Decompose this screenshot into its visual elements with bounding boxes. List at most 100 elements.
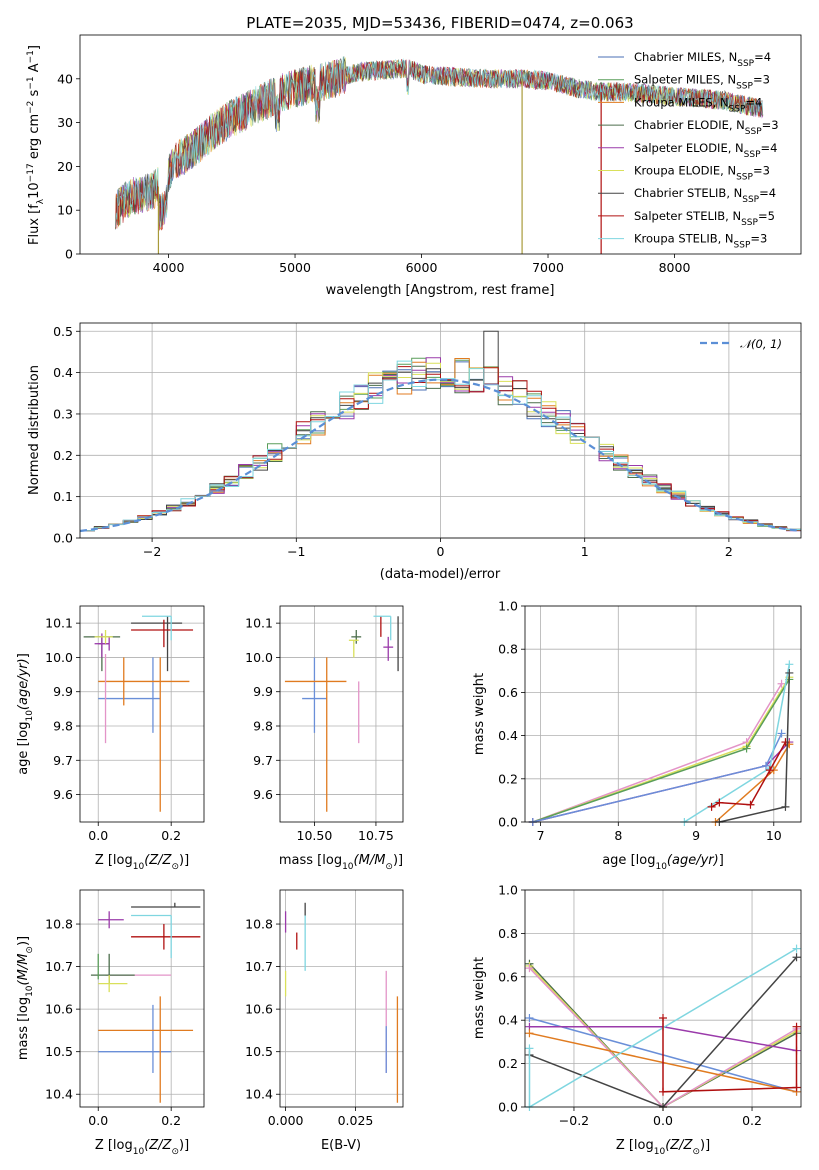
spectrum-xtick-label: 5000 xyxy=(279,260,311,275)
age-mass-xtick-label: 10.50 xyxy=(297,828,333,843)
weight-z-ytick-label: 0.2 xyxy=(498,1056,518,1071)
weight-z-xlabel-part: ⊙ xyxy=(692,1147,700,1157)
legend-label-3-part: SSP xyxy=(745,127,762,137)
age-z-point-6 xyxy=(98,636,110,651)
mass-z-ytick-label: 10.8 xyxy=(45,917,73,932)
mass-ebv-frame xyxy=(279,889,404,1108)
weight-age-ylabel: mass weight xyxy=(472,673,487,755)
weight-z-marker xyxy=(792,944,801,953)
spectrum-title: PLATE=2035, MJD=53436, FIBERID=0474, z=0… xyxy=(246,14,633,32)
mass-z-ylabel-part: ⊙ xyxy=(25,946,35,954)
age-mass-ytick-label: 9.7 xyxy=(253,753,273,768)
weight-age-marker xyxy=(777,679,786,688)
age-mass-ytick-label: 9.6 xyxy=(253,787,273,802)
mass-z-frame xyxy=(79,889,205,1108)
residual-ylabel: Normed distribution xyxy=(27,365,42,495)
weight-age-ytick-label: 0.8 xyxy=(498,642,518,657)
mass-ebv-ytick-label: 10.7 xyxy=(245,959,273,974)
age-mass-ytick-label: 10.1 xyxy=(245,616,273,631)
age-mass-frame xyxy=(279,605,404,823)
weight-z-axes xyxy=(521,889,801,1111)
age-mass-xlabel-part: 10 xyxy=(342,862,354,872)
weight-z-marker xyxy=(659,1087,667,1096)
mass-ebv-ytick-label: 10.8 xyxy=(245,917,273,932)
weight-age-marker xyxy=(781,802,790,811)
residual-xtick-label: 0 xyxy=(437,544,445,559)
mass-z-point-1 xyxy=(98,996,194,1103)
mass-ebv-ytick-label: 10.5 xyxy=(245,1044,273,1059)
legend-label-1-part: SSP xyxy=(736,82,753,92)
mass-ebv-xtick-label: 0.025 xyxy=(338,1113,374,1128)
mass-z-axes xyxy=(76,890,204,1111)
weight-age-xtick-label: 8 xyxy=(614,828,622,843)
weight-z-ylabel: mass weight xyxy=(472,957,487,1039)
age-mass-point-5 xyxy=(348,639,359,658)
weight-z-xlabel-part: )] xyxy=(700,1138,710,1153)
legend-label-0: Chabrier MILES, NSSP=4 xyxy=(634,50,771,69)
age-z-ytick-label: 10.0 xyxy=(45,650,73,665)
age-mass-xlabel-part: (M/M xyxy=(354,853,386,868)
spectrum-ylabel-part: Flux [f xyxy=(27,204,42,245)
weight-age-xlabel: age [log10(age/yr)] xyxy=(602,853,724,872)
mass-z-xtick-label: 0.0 xyxy=(88,1113,108,1128)
age-mass-point-4 xyxy=(383,636,394,661)
weight-z-ytick-label: 0.6 xyxy=(498,969,518,984)
age-mass-ytick-label: 9.9 xyxy=(253,684,273,699)
legend-label-0-part: =4 xyxy=(754,50,771,64)
legend-label-4-part: SSP xyxy=(744,150,761,160)
spectrum-line-8 xyxy=(115,56,764,228)
weight-age-marker xyxy=(777,729,786,738)
age-mass-axes xyxy=(276,606,403,826)
age-mass-xlabel-part: )] xyxy=(393,853,403,868)
age-z-ylabel-part: (age/yr) xyxy=(16,658,31,710)
weight-age-marker xyxy=(715,798,724,807)
legend-label-3-part: =3 xyxy=(762,118,779,132)
weight-z-xtick-label: 0.0 xyxy=(653,1113,673,1128)
residual-frame xyxy=(79,322,802,539)
spectrum-ylabel-part: −1 xyxy=(26,50,36,63)
weight-age-marker xyxy=(785,660,794,669)
weight-z-xtick-label: 0.2 xyxy=(742,1113,762,1128)
age-z-xlabel-part: 10 xyxy=(133,862,145,872)
legend-label-6-part: SSP xyxy=(742,195,759,205)
mass-z-xlabel-part: (Z/Z xyxy=(144,1138,172,1153)
legend-label-2-part: =4 xyxy=(745,95,762,109)
legend-label-8-part: SSP xyxy=(734,241,751,251)
weight-age-xlabel-part: age [log xyxy=(602,853,655,868)
weight-z-marker xyxy=(525,1044,534,1053)
age-z-xlabel-part: ⊙ xyxy=(171,862,179,872)
spectrum-ytick-label: 20 xyxy=(57,159,73,174)
age-z-point-7 xyxy=(94,630,113,644)
legend-label-2-part: Kroupa MILES, N xyxy=(634,95,729,109)
legend-label-1: Salpeter MILES, NSSP=3 xyxy=(634,73,770,92)
mass-z-ytick-label: 10.7 xyxy=(45,959,73,974)
spectrum-xtick-label: 7000 xyxy=(532,260,564,275)
age-mass-ytick-label: 9.8 xyxy=(253,719,273,734)
gaussian-legend-label: 𝒩(0, 1) xyxy=(740,337,782,351)
weight-z-marker xyxy=(792,1083,801,1092)
spectrum-xtick-label: 6000 xyxy=(406,260,438,275)
residual-axes xyxy=(76,323,802,542)
legend-label-2-part: SSP xyxy=(729,104,746,114)
residual-xtick-label: 2 xyxy=(725,544,733,559)
legend-label-7: Salpeter STELIB, NSSP=5 xyxy=(634,209,775,228)
spectrum-ylabel-part: 10 xyxy=(27,182,42,199)
weight-z-xtick-label: −0.2 xyxy=(559,1113,589,1128)
age-z-point-8 xyxy=(131,616,183,672)
spectrum-xtick-label: 8000 xyxy=(659,260,691,275)
weight-age-xlabel-part: ] xyxy=(719,853,724,868)
weight-z-xlabel-part: (Z/Z xyxy=(665,1138,693,1153)
weight-age-marker xyxy=(746,800,755,809)
residual-ytick-label: 0.3 xyxy=(53,406,73,421)
weight-age-ytick-label: 0.0 xyxy=(498,815,518,830)
spectrum-ytick-label: 30 xyxy=(57,115,73,130)
legend-label-7-part: SSP xyxy=(741,218,758,228)
legend-label-5-part: SSP xyxy=(736,173,753,183)
age-z-axes xyxy=(76,606,204,826)
legend-label-0-part: Chabrier MILES, N xyxy=(634,50,737,64)
weight-age-ytick-label: 0.4 xyxy=(498,728,518,743)
weight-z-marker xyxy=(792,953,801,962)
age-z-xlabel-part: (Z/Z xyxy=(144,853,172,868)
age-mass-xlabel-part: mass [log xyxy=(279,853,342,868)
spectrum-ytick-label: 0 xyxy=(65,247,73,262)
